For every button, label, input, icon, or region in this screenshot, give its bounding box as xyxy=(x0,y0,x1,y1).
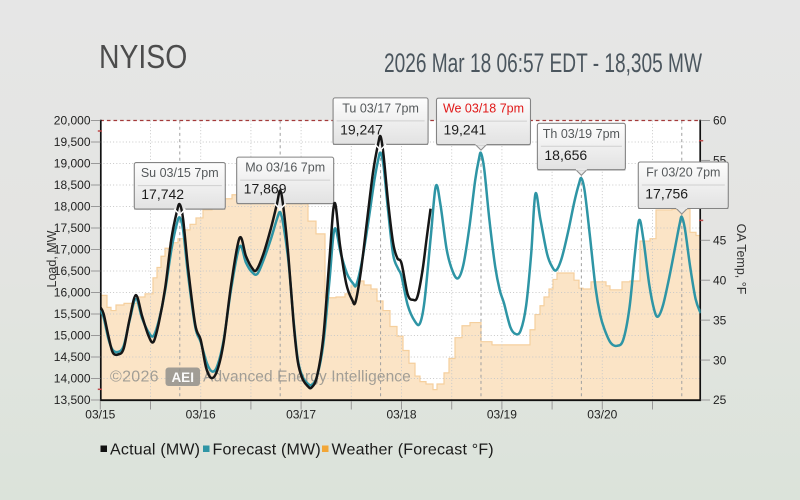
svg-text:Mo 03/16 7pm: Mo 03/16 7pm xyxy=(245,161,325,175)
svg-text:©2026: ©2026 xyxy=(110,369,159,386)
svg-text:18,656: 18,656 xyxy=(544,147,587,163)
svg-text:15,500: 15,500 xyxy=(54,307,91,321)
svg-text:30: 30 xyxy=(713,353,727,367)
svg-text:03/15: 03/15 xyxy=(85,408,115,422)
svg-text:17,869: 17,869 xyxy=(244,181,287,197)
svg-text:Forecast (MW): Forecast (MW) xyxy=(213,442,321,459)
svg-text:16,000: 16,000 xyxy=(54,286,91,300)
svg-text:Su 03/15 7pm: Su 03/15 7pm xyxy=(141,166,219,180)
svg-text:14,500: 14,500 xyxy=(54,350,91,364)
svg-text:Load, MW: Load, MW xyxy=(45,230,59,287)
svg-text:60: 60 xyxy=(713,114,727,128)
svg-text:19,241: 19,241 xyxy=(443,122,486,138)
svg-text:18,000: 18,000 xyxy=(54,200,91,214)
svg-text:Th 03/19 7pm: Th 03/19 7pm xyxy=(543,127,620,141)
svg-text:03/19: 03/19 xyxy=(487,408,517,422)
svg-text:03/17: 03/17 xyxy=(286,408,316,422)
svg-text:40: 40 xyxy=(713,273,727,287)
svg-text:OA Temp, °F: OA Temp, °F xyxy=(734,224,748,295)
svg-text:17,500: 17,500 xyxy=(54,221,91,235)
svg-text:Actual (MW): Actual (MW) xyxy=(110,442,200,459)
svg-text:45: 45 xyxy=(713,233,727,247)
svg-text:03/16: 03/16 xyxy=(186,408,216,422)
svg-text:18,500: 18,500 xyxy=(54,178,91,192)
svg-text:Weather (Forecast °F): Weather (Forecast °F) xyxy=(332,442,494,459)
svg-text:35: 35 xyxy=(713,313,727,327)
svg-text:03/18: 03/18 xyxy=(386,408,416,422)
svg-text:AEI: AEI xyxy=(171,370,194,385)
svg-text:Fr 03/20 7pm: Fr 03/20 7pm xyxy=(646,165,720,179)
svg-text:Advanced Energy Intelligence: Advanced Energy Intelligence xyxy=(203,369,411,386)
svg-text:16,500: 16,500 xyxy=(54,264,91,278)
svg-text:15,000: 15,000 xyxy=(54,329,91,343)
svg-text:17,000: 17,000 xyxy=(54,243,91,257)
svg-text:19,500: 19,500 xyxy=(54,135,91,149)
svg-text:25: 25 xyxy=(713,393,727,407)
svg-text:13,500: 13,500 xyxy=(54,393,91,407)
svg-text:19,000: 19,000 xyxy=(54,157,91,171)
svg-text:Tu 03/17 7pm: Tu 03/17 7pm xyxy=(342,101,419,115)
svg-text:20,000: 20,000 xyxy=(54,114,91,128)
svg-text:17,742: 17,742 xyxy=(141,186,184,202)
svg-text:We 03/18 7pm: We 03/18 7pm xyxy=(443,102,524,116)
svg-text:19,247: 19,247 xyxy=(340,121,383,137)
svg-text:03/20: 03/20 xyxy=(587,408,617,422)
svg-text:14,000: 14,000 xyxy=(54,372,91,386)
svg-text:17,756: 17,756 xyxy=(645,185,688,201)
